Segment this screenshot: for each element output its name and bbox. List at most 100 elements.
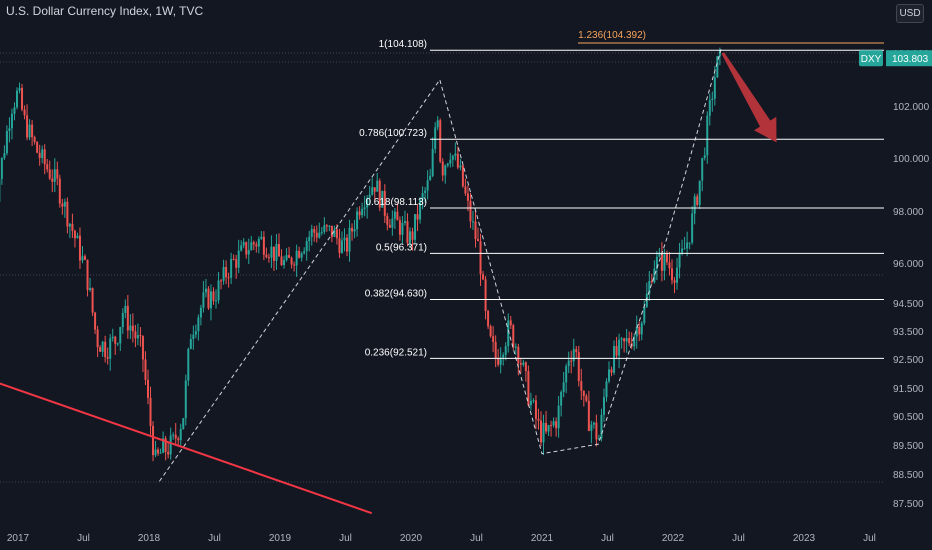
candle-body xyxy=(101,341,104,352)
candle-body xyxy=(565,366,568,383)
candle-body xyxy=(391,218,394,228)
candle-body xyxy=(587,400,590,431)
candle-body xyxy=(99,347,102,352)
candle-body xyxy=(713,77,716,99)
candle-body xyxy=(272,246,275,261)
candle-body xyxy=(41,149,44,159)
candle-body xyxy=(260,236,263,239)
candle-body xyxy=(114,336,117,344)
candle-body xyxy=(477,239,480,242)
candle-body xyxy=(416,214,419,220)
candle-body xyxy=(408,231,411,243)
candle-body xyxy=(681,248,684,253)
candle-body xyxy=(708,99,711,116)
candle-body xyxy=(235,259,238,268)
candle-body xyxy=(177,438,180,441)
candle-body xyxy=(71,223,74,232)
candle-body xyxy=(227,277,230,279)
price-tick-label: 87.500 xyxy=(893,499,924,510)
candle-body xyxy=(494,341,497,359)
candle-body xyxy=(718,50,721,57)
candle-body xyxy=(509,320,512,326)
candle-body xyxy=(126,305,129,331)
candle-body xyxy=(527,370,530,406)
fib-level-label: 0.5(96.371) xyxy=(376,242,427,253)
currency-button[interactable]: USD xyxy=(896,4,924,23)
candle-body xyxy=(81,256,84,261)
candle-body xyxy=(492,336,495,342)
time-axis[interactable]: 2017 Jul 2018 Jul 2019 Jul 2020 Jul 2021 Jul 2022 J… xyxy=(0,522,884,550)
time-tick-label: 2023 xyxy=(793,533,816,544)
candle-body xyxy=(172,434,175,436)
candle-body xyxy=(116,343,119,345)
candle-body xyxy=(162,438,165,453)
price-axis[interactable]: 104.000102.000100.00098.00096.00094.5009… xyxy=(859,0,932,550)
candle-body xyxy=(340,240,343,253)
time-tick-label: 2017 xyxy=(7,533,30,544)
candle-body xyxy=(63,201,66,207)
candle-body xyxy=(446,163,449,166)
candle-body xyxy=(650,281,653,283)
chart-title: U.S. Dollar Currency Index, 1W, TVC xyxy=(6,4,204,18)
candle-body xyxy=(383,190,386,216)
candle-body xyxy=(89,288,92,291)
candle-body xyxy=(78,235,81,261)
candle-body xyxy=(61,203,64,207)
candle-body xyxy=(124,305,127,313)
price-tick-label: 102.000 xyxy=(893,102,930,113)
candle-body xyxy=(38,152,41,159)
candle-body xyxy=(363,207,366,209)
candle-body xyxy=(104,341,107,358)
candle-body xyxy=(36,142,39,153)
candle-body xyxy=(706,115,709,156)
candle-body xyxy=(635,326,638,337)
candle-body xyxy=(129,325,132,331)
candle-body xyxy=(53,169,56,182)
candle-body xyxy=(56,169,59,179)
candle-body xyxy=(48,169,51,179)
candle-body xyxy=(620,338,623,340)
candle-body xyxy=(3,153,6,159)
candle-body xyxy=(608,369,611,382)
candle-body xyxy=(497,358,500,365)
candle-body xyxy=(106,357,109,359)
candle-body xyxy=(572,349,575,362)
fib-level-label: 0.618(98.113) xyxy=(365,197,427,208)
candle-body xyxy=(217,280,220,301)
candle-body xyxy=(529,400,532,406)
candle-body xyxy=(691,213,694,243)
candle-body xyxy=(43,149,46,165)
candle-body xyxy=(315,232,318,238)
price-tick-label: 90.500 xyxy=(893,412,924,423)
candle-body xyxy=(653,268,656,283)
price-tick-label: 96.000 xyxy=(893,259,924,270)
candle-body xyxy=(484,279,487,312)
candle-body xyxy=(222,266,225,281)
candle-body xyxy=(580,381,583,391)
candle-body xyxy=(303,251,306,254)
candle-body xyxy=(313,228,316,233)
candle-body xyxy=(265,254,268,258)
candle-body xyxy=(58,178,61,204)
time-tick-label: 2018 xyxy=(138,533,161,544)
candle-body xyxy=(215,300,218,302)
candle-body xyxy=(597,438,600,440)
candle-body xyxy=(121,312,124,328)
candle-body xyxy=(560,391,563,406)
candle-body xyxy=(466,193,469,201)
candle-body xyxy=(602,397,605,415)
candle-body xyxy=(13,107,16,114)
candle-body xyxy=(240,245,243,251)
candle-series xyxy=(0,47,721,462)
candle-body xyxy=(202,292,205,308)
candle-body xyxy=(164,438,167,452)
candle-body xyxy=(471,221,474,223)
candle-body xyxy=(550,425,553,427)
candle-body xyxy=(76,235,79,239)
candle-body xyxy=(670,268,673,281)
candle-body xyxy=(507,320,510,347)
candle-body xyxy=(600,414,603,439)
candle-body xyxy=(461,165,464,187)
candle-body xyxy=(73,231,76,239)
